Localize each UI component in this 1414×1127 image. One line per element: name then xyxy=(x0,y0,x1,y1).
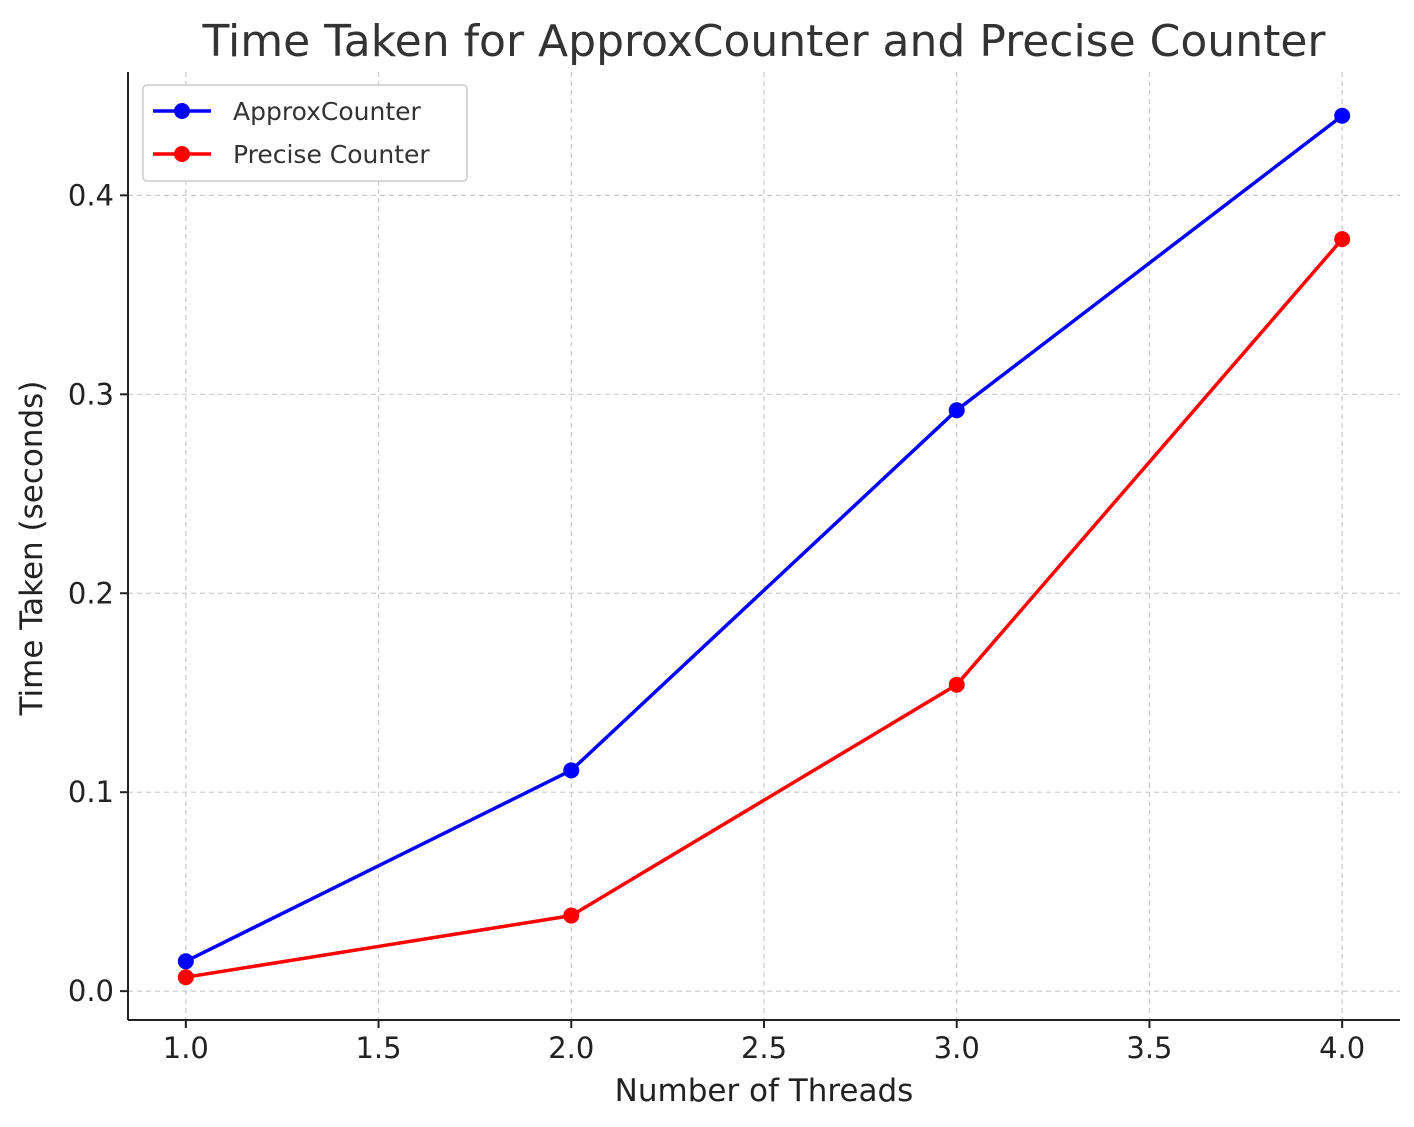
series-line xyxy=(185,237,1344,979)
y-tick-label: 0.1 xyxy=(68,775,114,809)
series-line xyxy=(185,114,1344,963)
data-point xyxy=(948,676,965,693)
x-tick-label: 1.0 xyxy=(163,1031,209,1065)
data-point xyxy=(563,762,580,779)
data-point xyxy=(177,969,194,986)
series-approxcounter xyxy=(177,107,1351,970)
data-point xyxy=(563,907,580,924)
tick-layer: 1.0 1.5 2.0 2.5 3.0 3.5 4.0 0.0 0.1 0.2 0.3 0.4 xyxy=(68,178,1365,1065)
legend-item: Precise Counter xyxy=(153,140,430,169)
data-point xyxy=(1334,107,1351,124)
legend-marker xyxy=(174,146,190,162)
x-tick-label: 3.5 xyxy=(1126,1031,1172,1065)
y-tick-label: 0.0 xyxy=(68,974,114,1008)
legend: ApproxCounter Precise Counter xyxy=(142,84,468,182)
x-tick-label: 2.5 xyxy=(741,1031,787,1065)
legend-label: ApproxCounter xyxy=(233,97,422,126)
grid-layer xyxy=(128,72,1400,1020)
data-point xyxy=(1334,231,1351,248)
data-point xyxy=(948,402,965,419)
series-precise-counter xyxy=(177,231,1351,986)
y-axis-label: Time Taken (seconds) xyxy=(14,381,50,717)
x-tick-label: 1.5 xyxy=(355,1031,401,1065)
series-layer xyxy=(177,107,1351,986)
legend-marker xyxy=(174,103,190,119)
y-tick-label: 0.3 xyxy=(68,377,114,411)
x-tick-label: 3.0 xyxy=(934,1031,980,1065)
x-axis-label: Number of Threads xyxy=(615,1073,914,1109)
legend-item: ApproxCounter xyxy=(153,97,422,126)
x-tick-label: 4.0 xyxy=(1319,1031,1365,1065)
chart-title: Time Taken for ApproxCounter and Precise… xyxy=(201,16,1326,67)
y-tick-label: 0.2 xyxy=(68,576,114,610)
legend-label: Precise Counter xyxy=(233,140,430,169)
y-tick-label: 0.4 xyxy=(68,178,114,212)
data-point xyxy=(177,953,194,970)
legend-box xyxy=(142,84,468,182)
x-tick-label: 2.0 xyxy=(548,1031,594,1065)
